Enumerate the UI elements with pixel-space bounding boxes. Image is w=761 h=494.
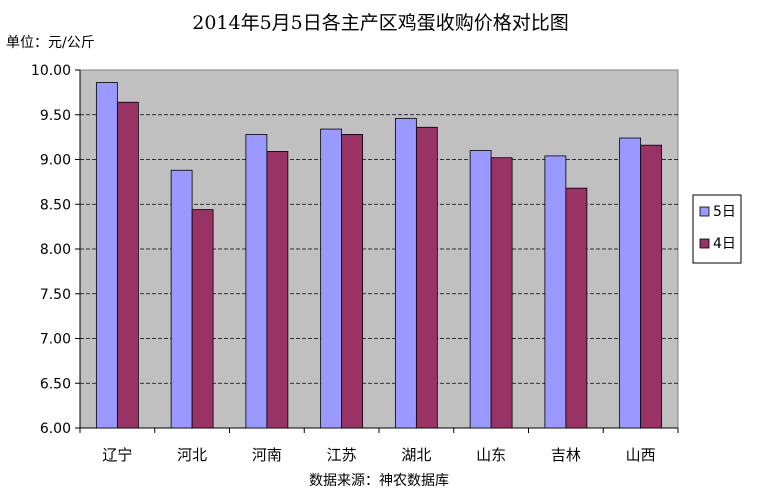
bar-4日-湖北	[415, 126, 438, 429]
category-label-吉林: 吉林	[551, 446, 581, 464]
bar-5日-辽宁	[95, 82, 118, 429]
legend-box	[692, 194, 742, 264]
y-tick-label: 6.50	[40, 376, 71, 392]
bar-4日-吉林	[565, 187, 588, 429]
y-tick-label: 8.50	[40, 197, 71, 213]
bar-4日-江苏	[341, 134, 364, 429]
y-tick-label: 6.00	[40, 421, 71, 437]
bar-5日-山东	[469, 150, 492, 429]
unit-label: 单位：元/公斤	[6, 35, 95, 51]
bar-4日-辽宁	[116, 101, 139, 429]
legend-label-4日: 4日	[713, 236, 736, 252]
bar-4日-山西	[640, 144, 663, 429]
category-label-山西: 山西	[626, 446, 656, 464]
y-tick-label: 7.00	[40, 332, 71, 348]
category-label-山东: 山东	[476, 446, 506, 464]
bar-4日-山东	[490, 157, 513, 429]
bars	[95, 82, 663, 429]
legend-swatch-5日	[699, 206, 710, 217]
bar-5日-山西	[619, 137, 642, 429]
x-axis-labels: 辽宁 河北 河南 江苏 湖北 山东 吉林 山西	[79, 428, 679, 464]
plot-area	[79, 69, 679, 429]
bar-5日-河北	[170, 169, 193, 429]
legend-label-5日: 5日	[713, 204, 736, 220]
category-label-河北: 河北	[177, 446, 207, 464]
y-tick-label: 9.00	[40, 153, 71, 169]
bar-5日-吉林	[544, 155, 567, 429]
bar-4日-河南	[266, 151, 289, 429]
legend-swatch-4日	[699, 238, 710, 249]
y-tick-label: 10.00	[31, 63, 71, 79]
legend: 5日 4日	[692, 194, 742, 264]
category-label-湖北: 湖北	[401, 446, 431, 464]
y-tick-label: 9.50	[40, 108, 71, 124]
bar-5日-湖北	[394, 117, 417, 429]
bar-4日-河北	[191, 209, 214, 429]
y-tick-label: 7.50	[40, 287, 71, 303]
category-label-辽宁: 辽宁	[102, 446, 132, 464]
bar-5日-江苏	[320, 128, 343, 429]
bar-5日-河南	[245, 134, 268, 429]
chart-title: 2014年5月5日各主产区鸡蛋收购价格对比图	[192, 12, 569, 34]
y-tick-label: 8.00	[40, 242, 71, 258]
category-label-江苏: 江苏	[327, 446, 357, 464]
category-label-河南: 河南	[252, 446, 282, 464]
source-note: 数据来源：神农数据库	[309, 473, 449, 489]
